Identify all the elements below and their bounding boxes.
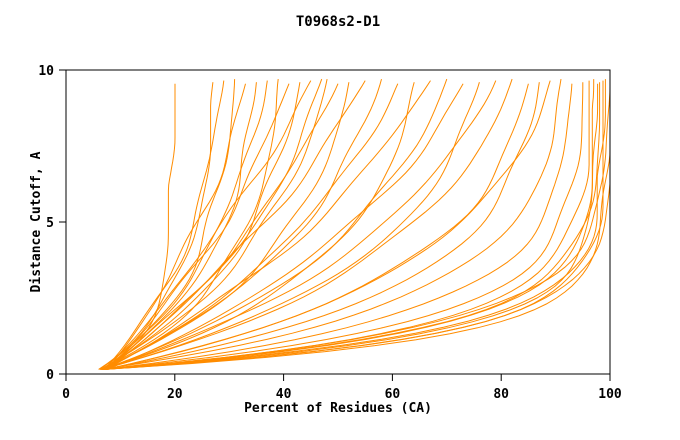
x-tick-label: 60 <box>385 387 401 402</box>
plot-border <box>65 69 611 375</box>
y-axis-label: Distance Cutoff, A <box>29 151 44 292</box>
model-curve <box>102 82 601 370</box>
model-curve <box>105 80 431 370</box>
chart-title: T0968s2-D1 <box>296 14 380 30</box>
model-curve <box>102 78 382 370</box>
model-curve <box>102 82 584 370</box>
model-curve <box>103 82 611 370</box>
model-curve <box>101 82 301 370</box>
model-curve <box>101 82 415 370</box>
model-curve <box>98 82 214 370</box>
model-curve <box>100 79 279 370</box>
model-curve <box>104 83 599 370</box>
model-curve <box>108 83 290 370</box>
model-curve <box>106 80 366 370</box>
model-curve <box>100 79 562 370</box>
x-tick-label: 40 <box>276 387 292 402</box>
model-curve <box>106 83 464 370</box>
model-curve <box>99 79 236 370</box>
model-curve <box>101 78 513 370</box>
model-curve <box>103 80 497 370</box>
model-curve <box>101 83 176 370</box>
model-curve <box>100 78 328 370</box>
model-curve <box>103 78 323 370</box>
model-curve <box>105 83 339 370</box>
model-curve <box>103 80 312 370</box>
series-lines <box>98 78 611 370</box>
y-tick-label: 5 <box>46 216 54 231</box>
x-axis-label: Percent of Residues (CA) <box>244 401 432 416</box>
model-curve <box>99 82 480 370</box>
model-curve <box>106 80 551 370</box>
y-tick-label: 10 <box>38 64 54 79</box>
model-curve <box>101 79 606 370</box>
x-tick-label: 80 <box>493 387 509 402</box>
model-curve <box>105 80 590 370</box>
x-tick-label: 20 <box>167 387 183 402</box>
model-curve <box>104 83 399 370</box>
model-curve <box>103 82 540 370</box>
model-curve <box>100 82 350 370</box>
model-curve <box>104 83 573 370</box>
x-tick-label: 100 <box>598 387 622 402</box>
model-curve <box>106 83 246 370</box>
model-curve <box>104 80 268 370</box>
y-tick-label: 0 <box>46 368 54 383</box>
model-curve <box>102 78 448 370</box>
axis-ticks: 0 20 40 60 80 100 0 5 10 <box>38 64 622 402</box>
model-curve <box>103 80 225 370</box>
model-curve <box>106 80 611 370</box>
x-tick-label: 0 <box>62 387 70 402</box>
